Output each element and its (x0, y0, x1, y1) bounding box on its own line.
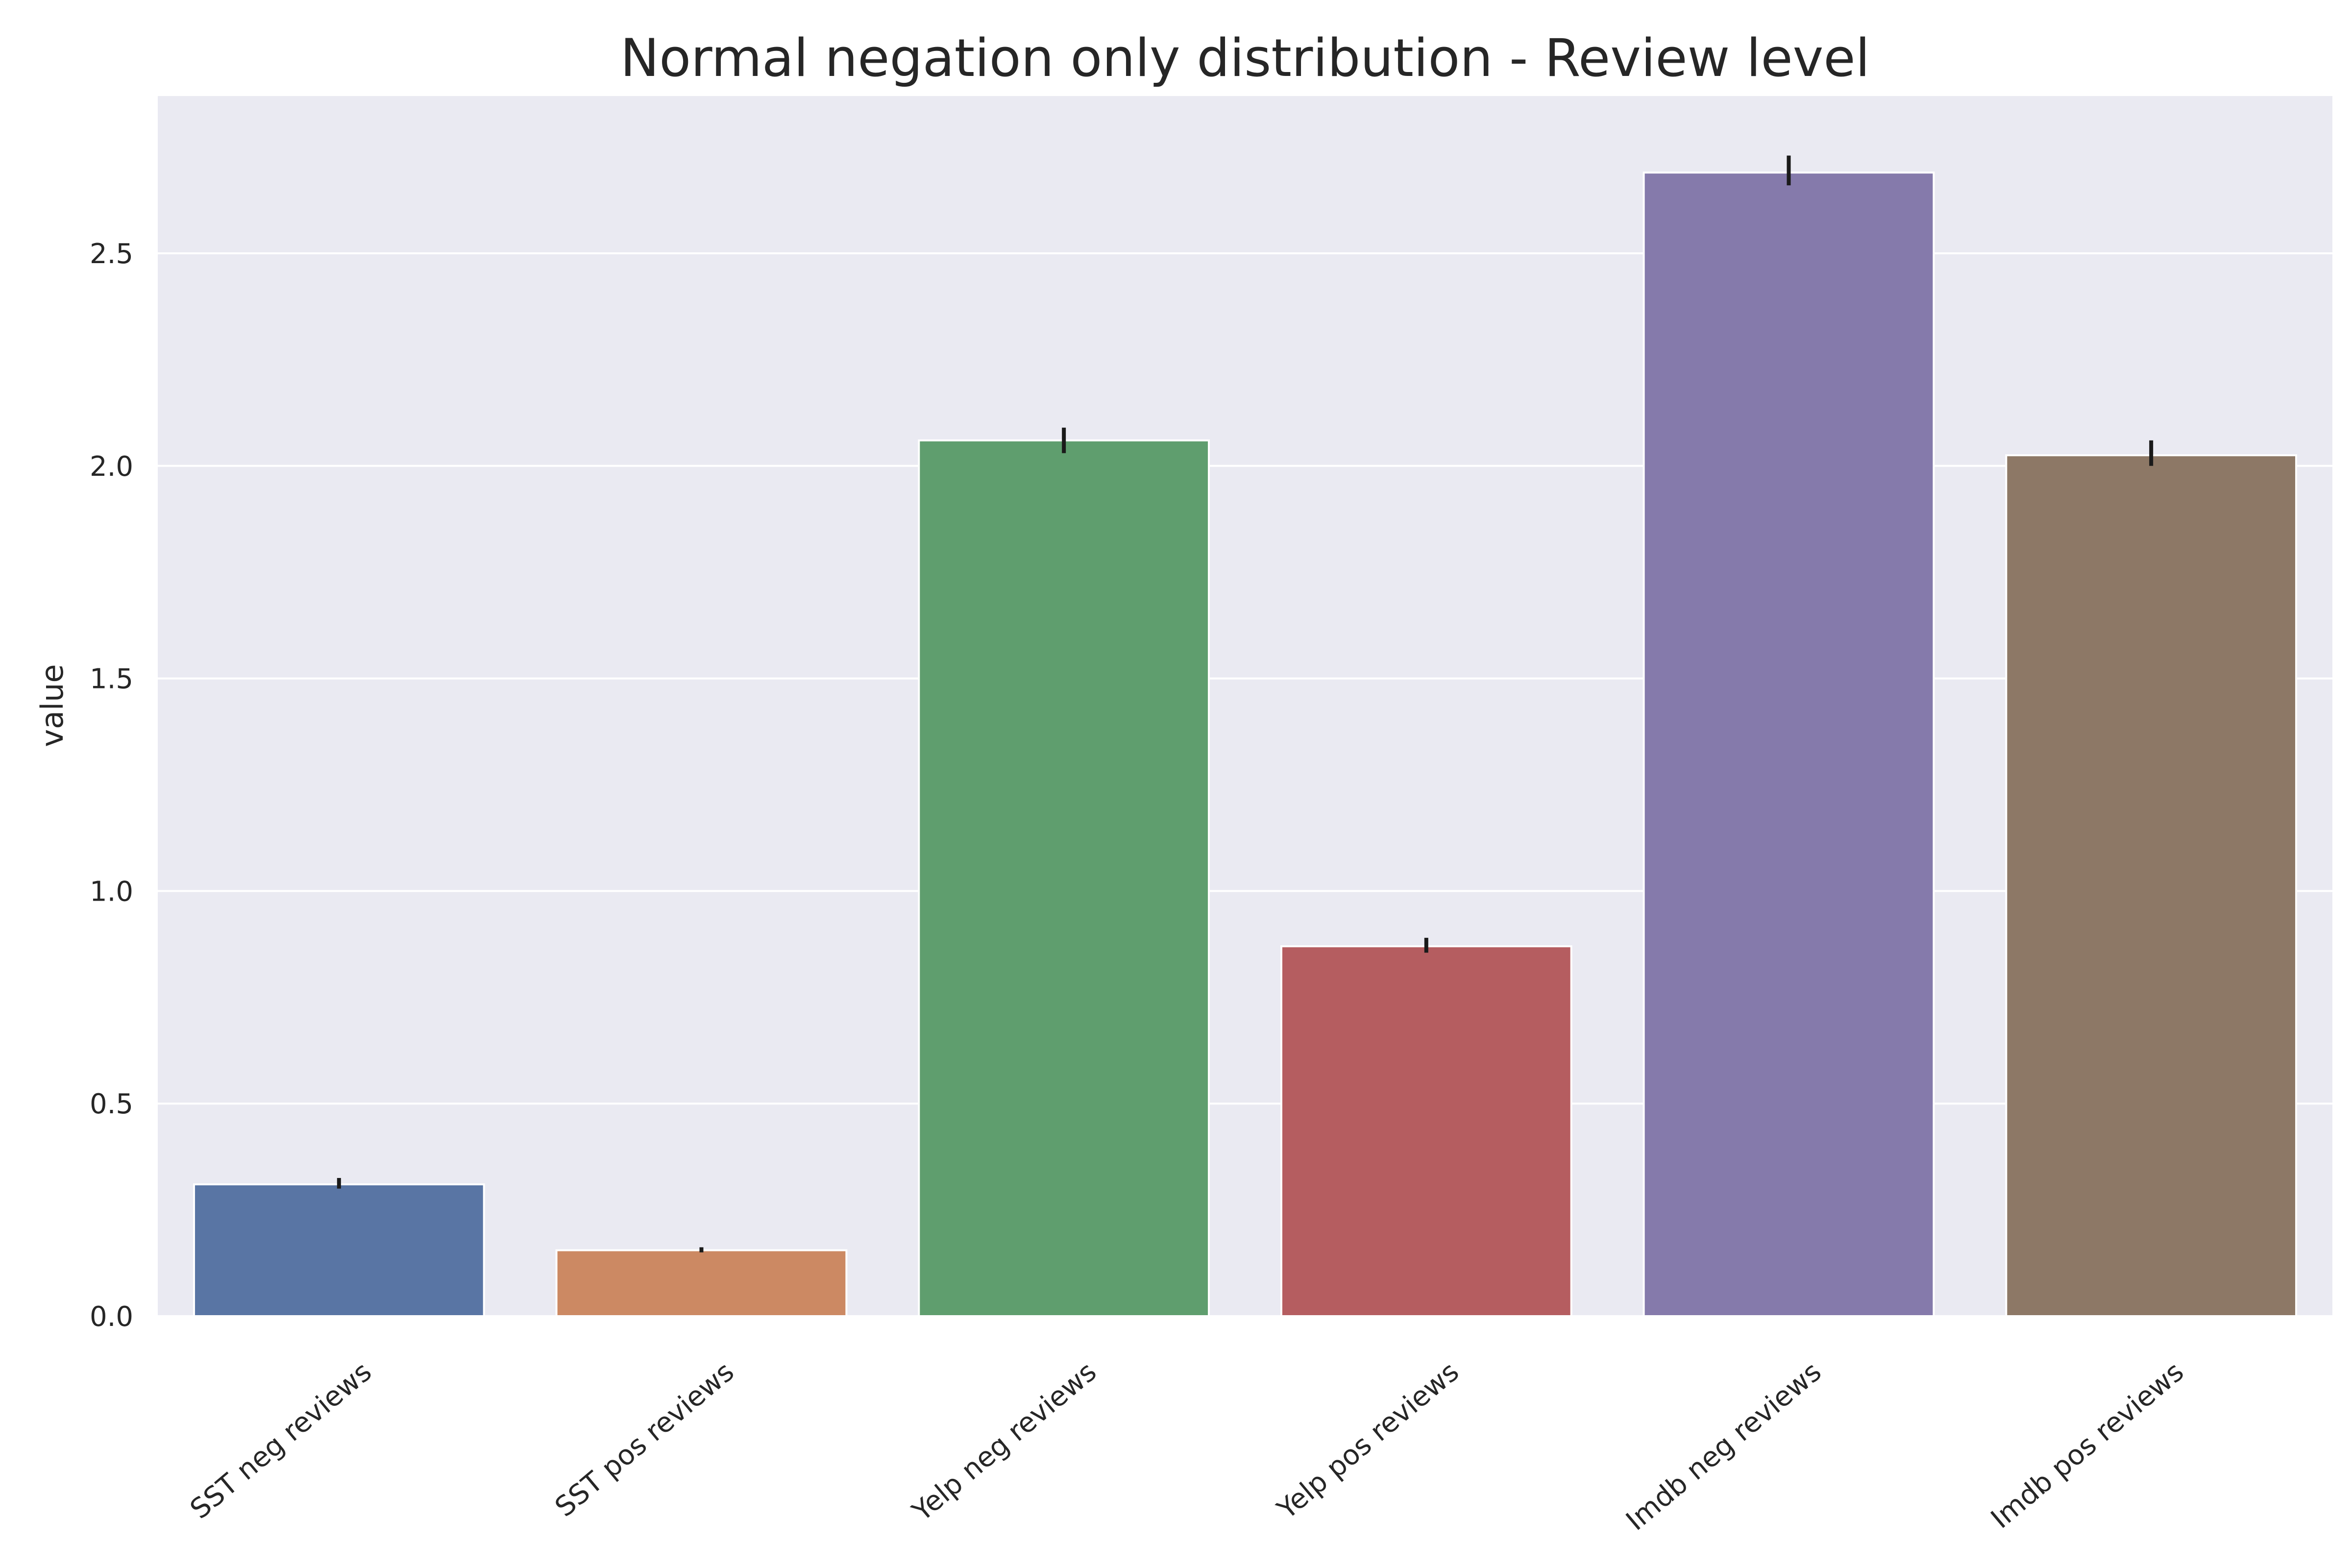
y-tick-label: 2.0 (90, 451, 133, 483)
bar (193, 1183, 485, 1318)
chart-title: Normal negation only distribution - Revi… (620, 28, 1870, 88)
plot-area-background (158, 96, 2332, 1316)
y-axis-label: value (34, 664, 70, 747)
x-tick-labels: SST neg reviews SST pos reviews Yelp neg r… (184, 1356, 2190, 1537)
x-tick-label: Imdb neg reviews (1620, 1356, 1828, 1537)
bar (555, 1249, 848, 1318)
x-tick-label: Yelp pos reviews (1271, 1356, 1465, 1526)
y-tick-label: 0.0 (90, 1301, 133, 1333)
error-bars (337, 155, 2154, 1252)
bars (193, 172, 2298, 1318)
bar (918, 439, 1210, 1318)
x-tick-label: SST neg reviews (184, 1356, 378, 1525)
y-tick-label: 0.5 (90, 1088, 133, 1120)
x-tick-label: Yelp neg reviews (906, 1356, 1102, 1528)
y-tick-label: 2.5 (90, 238, 133, 270)
x-tick-label: Imdb pos reviews (1985, 1356, 2190, 1535)
bar (1280, 945, 1572, 1317)
y-tick-labels: 0.0 0.5 1.0 1.5 2.0 2.5 (90, 238, 133, 1333)
bar (2005, 454, 2298, 1318)
bar (1642, 172, 1935, 1317)
y-tick-label: 1.0 (90, 876, 133, 907)
x-tick-label: SST pos reviews (549, 1356, 740, 1523)
y-tick-label: 1.5 (90, 663, 133, 695)
gridlines (158, 252, 2332, 1317)
